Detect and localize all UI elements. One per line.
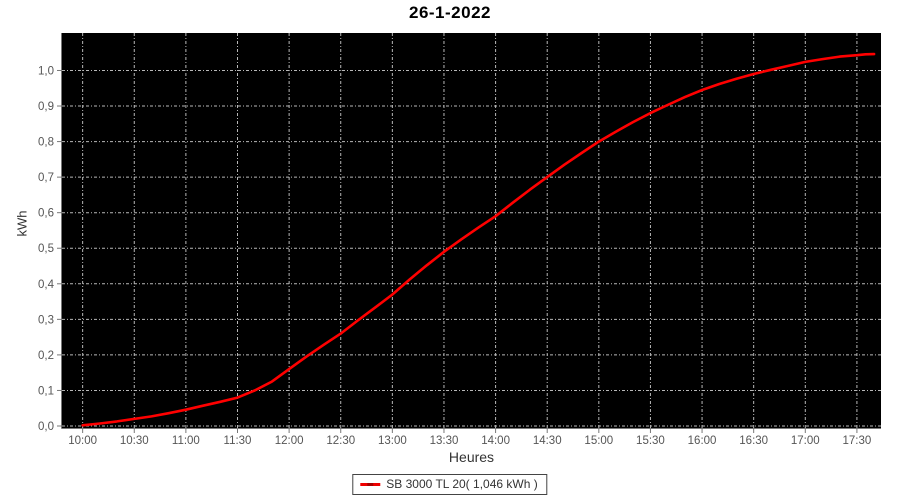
x-tick-label: 12:00 bbox=[275, 435, 304, 447]
x-tick-label: 16:30 bbox=[739, 435, 768, 447]
x-tick-label: 11:30 bbox=[224, 435, 252, 447]
y-tick-label: 0,2 bbox=[38, 350, 54, 362]
plot-background bbox=[62, 33, 881, 428]
y-tick-label: 0,3 bbox=[38, 314, 54, 326]
y-tick-label: 0,5 bbox=[38, 243, 54, 255]
x-tick-label: 15:30 bbox=[636, 435, 665, 447]
series-line bbox=[81, 52, 876, 427]
y-tick-label: 0,7 bbox=[38, 172, 54, 184]
y-tick-label: 0,8 bbox=[38, 137, 54, 149]
legend-line-swatch-core bbox=[367, 482, 374, 486]
x-axis-title: Heures bbox=[448, 449, 495, 465]
y-tick-label: 0,9 bbox=[38, 101, 54, 113]
x-tick-label: 13:00 bbox=[378, 435, 407, 447]
chart-title: 26-1-2022 bbox=[408, 3, 491, 22]
x-tick-label: 15:00 bbox=[584, 435, 613, 447]
x-tick-label: 10:00 bbox=[68, 435, 97, 447]
y-tick-label: 0,4 bbox=[38, 279, 55, 291]
x-tick-label: 13:30 bbox=[430, 435, 459, 447]
y-tick-label: 0,6 bbox=[38, 208, 54, 220]
y-tick-label: 0,1 bbox=[38, 385, 54, 397]
x-tick-label: 12:30 bbox=[326, 435, 355, 447]
legend-line-swatch bbox=[360, 482, 381, 486]
x-tick-label: 10:30 bbox=[120, 435, 149, 447]
x-tick-label: 14:30 bbox=[533, 435, 562, 447]
legend-label: SB 3000 TL 20( 1,046 kWh ) bbox=[386, 477, 538, 491]
x-tick-label: 17:30 bbox=[843, 435, 872, 447]
legend: SB 3000 TL 20( 1,046 kWh ) bbox=[352, 474, 548, 495]
x-tick-label: 14:00 bbox=[481, 435, 510, 447]
y-tick-label: 0,0 bbox=[38, 421, 54, 433]
y-tick-label: 1,0 bbox=[38, 65, 54, 77]
x-tick-label: 17:00 bbox=[791, 435, 820, 447]
x-tick-label: 11:00 bbox=[172, 435, 200, 447]
y-axis-title: kWh bbox=[14, 210, 30, 237]
x-tick-label: 16:00 bbox=[688, 435, 717, 447]
